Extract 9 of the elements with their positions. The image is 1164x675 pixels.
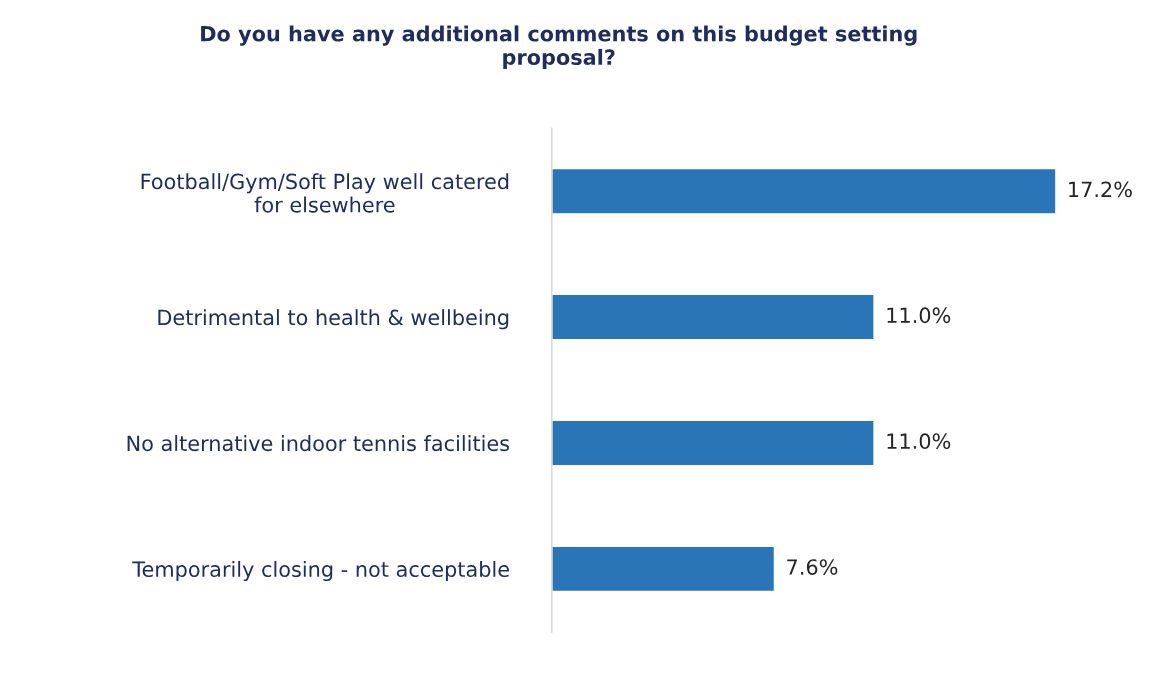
data-label: 11.0% bbox=[887, 307, 951, 324]
chart-title: Do you have any additional comments on this budget setting proposal? bbox=[201, 25, 917, 70]
y-tick-label: Football/Gym/Soft Play well catered for elsewhere bbox=[141, 173, 509, 213]
data-label: 11.0% bbox=[887, 433, 951, 450]
y-tick-label: Detrimental to health & wellbeing bbox=[158, 309, 509, 330]
y-tick-label: No alternative indoor tennis facilities bbox=[127, 435, 510, 452]
data-label: 17.2% bbox=[1069, 181, 1132, 198]
y-tick-label: Temporarily closing - not acceptable bbox=[132, 560, 509, 582]
data-label: 7.6% bbox=[787, 559, 838, 575]
